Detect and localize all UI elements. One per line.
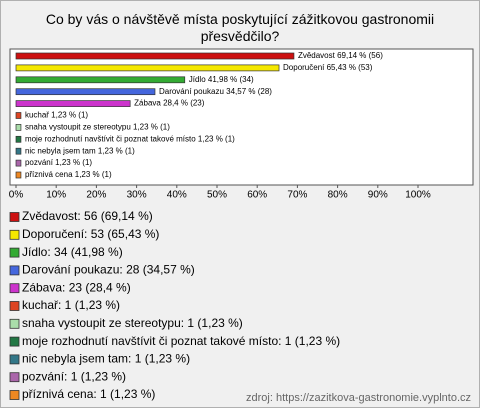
bar-label: Doporučení 65,43 % (53) <box>283 63 373 72</box>
legend-swatch <box>9 265 20 276</box>
plot-frame <box>9 48 474 186</box>
bar-label: snaha vystoupit ze stereotypu 1,23 % (1) <box>25 123 170 132</box>
legend-label: snaha vystoupit ze stereotypu: 1 (1,23 %… <box>22 316 243 330</box>
x-tick-label: 80% <box>328 190 348 201</box>
bar <box>15 112 22 119</box>
bar-label: moje rozhodnutí navštívit či poznat tako… <box>25 134 235 143</box>
x-tick-label: 30% <box>127 190 147 201</box>
legend-swatch <box>9 229 20 240</box>
legend-label: pozvání: 1 (1,23 %) <box>22 369 126 383</box>
legend-swatch <box>9 336 20 347</box>
x-tick-label: 50% <box>207 190 227 201</box>
x-tick-label: 100% <box>405 190 431 201</box>
bar <box>15 171 22 179</box>
legend-label: nic nebyla jsem tam: 1 (1,23 %) <box>22 352 190 366</box>
bar-label: příznivá cena 1,23 % (1) <box>25 170 112 179</box>
x-tick-label: 0% <box>9 190 24 201</box>
legend-swatch <box>9 212 20 222</box>
legend-swatch <box>9 354 20 365</box>
bar-label: nic nebyla jsem tam 1,23 % (1) <box>25 146 135 155</box>
legend-swatch <box>9 318 20 329</box>
x-tick-label: 70% <box>287 190 307 201</box>
bar <box>15 124 22 131</box>
legend-label: Zvědavost: 56 (69,14 %) <box>22 209 153 223</box>
x-tick-label: 20% <box>86 190 106 201</box>
x-tick-label: 10% <box>46 190 66 201</box>
legend-swatch <box>9 372 20 383</box>
legend-label: Zábava: 23 (28,4 %) <box>22 280 131 294</box>
bar-label: kuchař 1,23 % (1) <box>25 111 88 120</box>
bar-label: Zábava 28,4 % (23) <box>134 99 205 108</box>
chart-title: Co by vás o návštěvě místa poskytující z… <box>45 11 435 44</box>
bar-label: Jídlo 41,98 % (34) <box>189 75 254 84</box>
legend-label: moje rozhodnutí navštívit či poznat tako… <box>22 334 340 348</box>
bar-label: Darování poukazu 34,57 % (28) <box>159 87 272 96</box>
bar <box>15 135 22 143</box>
x-tick-label: 60% <box>247 190 267 201</box>
bar-label: pozvání 1,23 % (1) <box>25 158 92 167</box>
bar <box>15 100 131 107</box>
bar <box>15 147 22 155</box>
legend-label: Darování poukazu: 28 (34,57 %) <box>22 263 195 277</box>
bar <box>15 88 156 96</box>
legend-label: Jídlo: 34 (41,98 %) <box>22 245 123 259</box>
legend-swatch <box>9 390 20 400</box>
legend-label: kuchař: 1 (1,23 %) <box>22 298 120 312</box>
legend-label: příznivá cena: 1 (1,23 %) <box>22 387 155 401</box>
bar <box>15 52 295 60</box>
bar <box>15 159 22 167</box>
legend-swatch <box>9 247 20 258</box>
legend-swatch <box>9 283 20 294</box>
bar-label: Zvědavost 69,14 % (56) <box>298 51 383 60</box>
legend-swatch <box>9 301 20 311</box>
x-tick-label: 90% <box>368 190 388 201</box>
bar <box>15 76 186 84</box>
bar <box>15 64 280 72</box>
source: zdroj: https://zazitkova-gastronomie.vyp… <box>246 392 471 404</box>
x-tick-label: 40% <box>167 190 187 201</box>
legend-label: Doporučení: 53 (65,43 %) <box>22 227 159 241</box>
